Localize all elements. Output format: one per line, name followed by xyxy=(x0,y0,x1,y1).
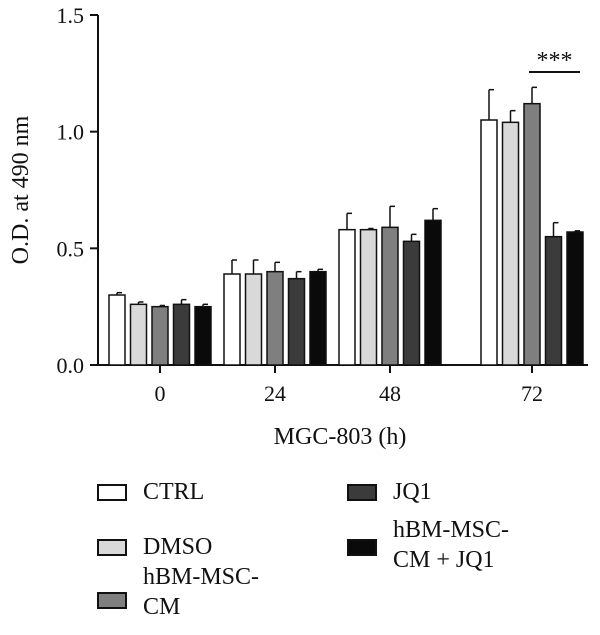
legend-item-jq1: JQ1 xyxy=(347,479,432,507)
bar xyxy=(172,303,191,366)
legend-swatch-dmso xyxy=(97,539,127,556)
y-tick-label: 0.5 xyxy=(57,236,85,261)
chart-bars xyxy=(108,71,584,366)
bar-chart: 0.0 0.5 1.0 1.5 0 24 48 72 *** O.D. at 490 nm MG… xyxy=(8,3,588,450)
x-tick-label: 24 xyxy=(264,381,286,406)
x-tick-label: 48 xyxy=(379,381,401,406)
legend-label-dmso: DMSO xyxy=(143,534,213,560)
legend-swatch-jq1 xyxy=(347,484,377,501)
legend-item-hbm-msc-cm: hBM-MSC- CM xyxy=(97,564,259,622)
legend-item-ctrl: CTRL xyxy=(97,479,204,507)
bar xyxy=(424,219,442,366)
bar xyxy=(129,303,148,366)
chart-labels: 0.0 0.5 1.0 1.5 0 24 48 72 *** xyxy=(57,3,573,406)
bar xyxy=(151,305,169,366)
bar xyxy=(338,228,356,366)
legend-label-ctrl: CTRL xyxy=(143,479,205,505)
bar xyxy=(266,270,284,366)
bar xyxy=(566,231,584,366)
legend-label-jq1: JQ1 xyxy=(393,479,432,505)
bar xyxy=(223,273,241,366)
bar xyxy=(381,226,399,366)
y-tick-label: 0.0 xyxy=(57,353,85,378)
bar xyxy=(244,273,263,366)
bar xyxy=(287,277,306,366)
bar xyxy=(402,240,421,366)
bar xyxy=(501,121,520,366)
bar xyxy=(544,235,563,366)
bar xyxy=(523,102,541,366)
x-tick-label: 0 xyxy=(155,381,166,406)
bar xyxy=(309,270,327,366)
legend-item-hbm-msc-cm-jq1: hBM-MSC- CM + JQ1 xyxy=(347,517,509,575)
bar xyxy=(108,294,126,366)
bar xyxy=(359,228,378,366)
x-axis-label: MGC-803 (h) xyxy=(274,424,407,450)
legend-swatch-ctrl xyxy=(97,484,127,501)
bar xyxy=(194,305,212,366)
y-tick-label: 1.0 xyxy=(57,120,85,145)
x-tick-label: 72 xyxy=(521,381,543,406)
legend-label-hbm-msc-cm: hBM-MSC- CM xyxy=(143,564,260,620)
legend-item-dmso: DMSO xyxy=(97,534,212,562)
legend-swatch-hbm-msc-cm xyxy=(97,592,127,609)
legend-label-hbm-msc-cm-jq1: hBM-MSC- CM + JQ1 xyxy=(393,517,510,573)
significance-label: *** xyxy=(537,48,573,74)
legend-swatch-hbm-msc-cm-jq1 xyxy=(347,539,377,556)
y-axis-label: O.D. at 490 nm xyxy=(8,115,34,264)
bar xyxy=(480,119,498,366)
y-tick-label: 1.5 xyxy=(57,3,85,28)
